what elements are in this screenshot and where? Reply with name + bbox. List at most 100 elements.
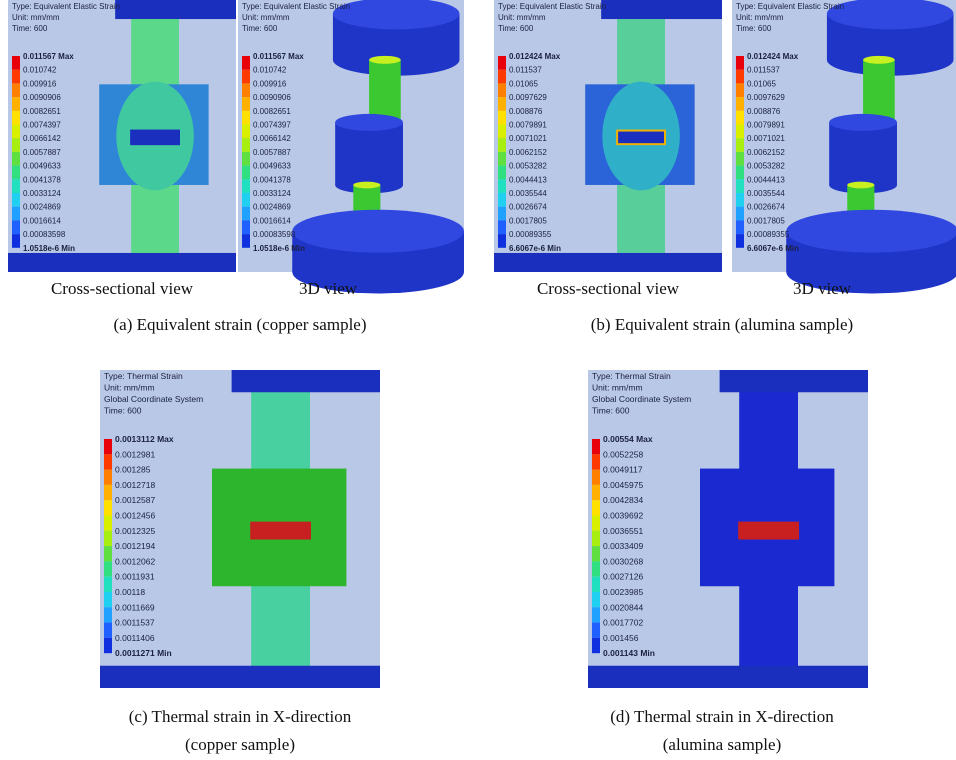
legend-swatch <box>104 546 112 561</box>
legend-swatch <box>736 97 744 111</box>
legend-swatch <box>736 70 744 84</box>
legend-level: 0.0071021 <box>747 134 785 143</box>
legend-level: 0.01065 <box>509 79 538 88</box>
cylinder-top <box>353 182 380 189</box>
panel-caption: (copper sample) <box>185 735 295 754</box>
legend-level: 0.0045975 <box>603 480 643 490</box>
legend-level: 0.01065 <box>747 79 776 88</box>
legend-level: 0.0066142 <box>23 134 61 143</box>
legend-level: 0.0049633 <box>23 162 61 171</box>
legend-swatch <box>104 454 112 469</box>
legend-swatch <box>104 638 112 653</box>
sample-slot <box>739 523 798 539</box>
legend-level: 0.00089355 <box>509 230 552 239</box>
cylinder-top <box>863 56 895 64</box>
legend-swatch <box>242 234 250 248</box>
legend-swatch <box>592 516 600 531</box>
legend-level: 0.0090906 <box>253 93 291 102</box>
legend-level: 0.0079891 <box>509 121 547 130</box>
legend-level: 0.0033124 <box>253 189 291 198</box>
top-plate <box>115 0 236 19</box>
legend-swatch <box>242 193 250 207</box>
legend-level: 0.0011271 Min <box>115 648 172 658</box>
legend-level: 0.0023985 <box>603 587 643 597</box>
legend-level: 0.0017702 <box>603 618 643 628</box>
legend-level: 0.0012194 <box>115 541 155 551</box>
legend-swatch <box>104 592 112 607</box>
legend-header: Unit: mm/mm <box>736 13 784 22</box>
sample-slot <box>617 131 665 145</box>
legend-swatch <box>592 592 600 607</box>
legend-level: 0.00083598 <box>253 230 296 239</box>
legend-header: Unit: mm/mm <box>12 13 60 22</box>
panel-caption: (alumina sample) <box>663 735 782 754</box>
legend-swatch <box>498 152 506 166</box>
legend-swatch <box>498 97 506 111</box>
legend-header: Unit: mm/mm <box>104 383 155 393</box>
legend-level: 0.0024869 <box>23 203 61 212</box>
legend-level: 6.6067e-6 Min <box>509 244 561 253</box>
legend-level: 0.0041378 <box>253 175 291 184</box>
cylinder-top <box>829 114 897 131</box>
legend-header: Type: Thermal Strain <box>104 371 183 381</box>
bottom-plate <box>8 253 236 272</box>
legend-swatch <box>12 70 20 84</box>
legend-swatch <box>592 561 600 576</box>
legend-level: 0.001143 Min <box>603 648 655 658</box>
legend-swatch <box>104 607 112 622</box>
legend-level: 0.0053282 <box>509 162 547 171</box>
legend-swatch <box>592 439 600 454</box>
sample-slot <box>131 131 179 145</box>
legend-header: Type: Equivalent Elastic Strain <box>498 2 606 11</box>
cylinder-body <box>863 60 895 123</box>
legend-header: Time: 600 <box>104 406 142 416</box>
legend-swatch <box>12 166 20 180</box>
legend-level: 0.0035544 <box>747 189 785 198</box>
legend-swatch <box>736 111 744 125</box>
legend-header: Type: Equivalent Elastic Strain <box>242 2 350 11</box>
legend-swatch <box>12 138 20 152</box>
legend-swatch <box>104 577 112 592</box>
legend-swatch <box>592 454 600 469</box>
legend-swatch <box>498 138 506 152</box>
sample-slot <box>251 523 310 539</box>
legend-header: Time: 600 <box>242 24 278 33</box>
top-plate <box>601 0 722 19</box>
panel-caption: (d) Thermal strain in X-direction <box>610 707 834 726</box>
legend-swatch <box>104 561 112 576</box>
legend-swatch <box>498 220 506 234</box>
legend-level: 0.011537 <box>747 66 780 75</box>
legend-swatch <box>12 179 20 193</box>
legend-swatch <box>736 234 744 248</box>
legend-header: Time: 600 <box>12 24 48 33</box>
legend-level: 0.0049633 <box>253 162 291 171</box>
legend-level: 0.0053282 <box>747 162 785 171</box>
legend-level: 0.0035544 <box>509 189 547 198</box>
legend-level: 0.012424 Max <box>747 52 799 61</box>
legend-level: 1.0518e-6 Min <box>23 244 75 253</box>
legend-swatch <box>242 111 250 125</box>
legend-level: 0.010742 <box>253 66 287 75</box>
legend-level: 0.0024869 <box>253 203 291 212</box>
legend-level: 0.00089355 <box>747 230 790 239</box>
legend-swatch <box>736 207 744 221</box>
bottom-plate <box>100 666 380 688</box>
legend-swatch <box>12 207 20 221</box>
legend-swatch <box>736 166 744 180</box>
view-caption: 3D view <box>793 279 852 298</box>
legend-swatch <box>498 193 506 207</box>
legend-level: 0.0041378 <box>23 175 61 184</box>
legend-swatch <box>242 97 250 111</box>
legend-level: 0.0079891 <box>747 121 785 130</box>
legend-level: 0.011567 Max <box>253 52 304 61</box>
legend-level: 0.009916 <box>23 79 57 88</box>
legend-level: 0.0013112 Max <box>115 434 174 444</box>
legend-swatch <box>104 500 112 515</box>
legend-header: Unit: mm/mm <box>592 383 643 393</box>
legend-swatch <box>242 220 250 234</box>
legend-swatch <box>736 56 744 70</box>
legend-level: 0.0042834 <box>603 495 643 505</box>
legend-swatch <box>242 70 250 84</box>
panel-caption: (c) Thermal strain in X-direction <box>129 707 352 726</box>
cylinder-top <box>369 56 401 64</box>
